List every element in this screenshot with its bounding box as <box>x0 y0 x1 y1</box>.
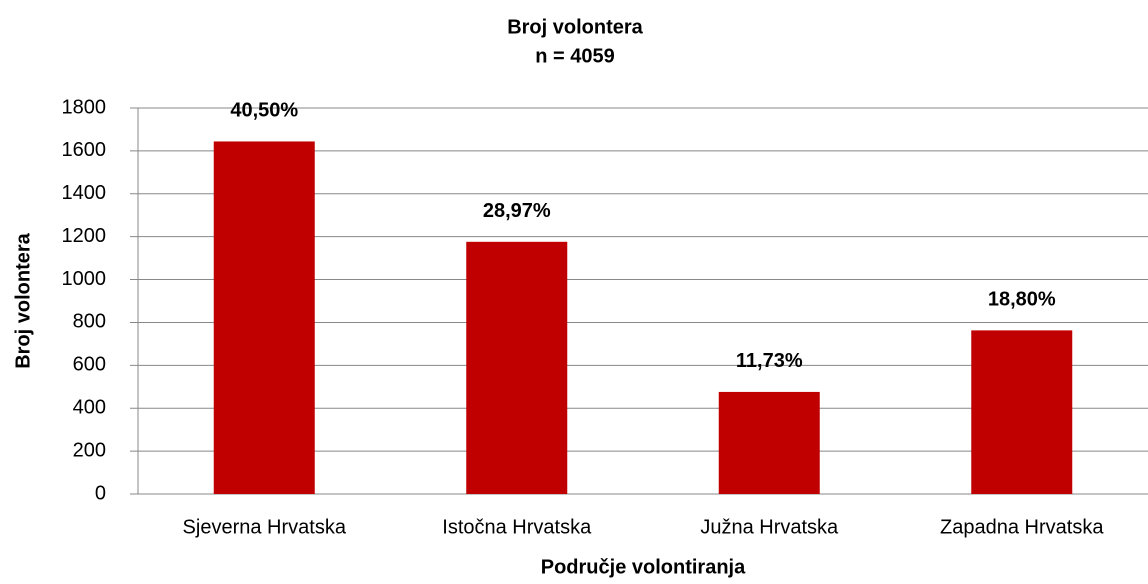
x-tick-label: Južna Hrvatska <box>700 516 839 538</box>
data-label: 28,97% <box>483 200 551 222</box>
x-tick-label: Zapadna Hrvatska <box>940 516 1104 538</box>
bar <box>213 141 315 494</box>
y-tick-label: 1200 <box>62 225 107 247</box>
data-label: 11,73% <box>736 350 803 372</box>
y-tick-label: 1400 <box>62 182 107 204</box>
y-tick-label: 1000 <box>62 268 107 290</box>
y-tick-label: 400 <box>73 397 106 419</box>
chart-subtitle: n = 4059 <box>535 45 615 67</box>
x-tick-label: Sjeverna Hrvatska <box>183 516 347 538</box>
y-tick-label: 200 <box>73 439 106 461</box>
bar <box>466 241 568 494</box>
y-tick-label: 1600 <box>62 139 107 161</box>
y-tick-label: 0 <box>95 482 106 504</box>
data-label: 18,80% <box>988 289 1056 311</box>
y-tick-label: 800 <box>73 311 106 333</box>
bar <box>971 330 1073 494</box>
bar <box>718 391 820 494</box>
x-tick-label: Istočna Hrvatska <box>442 516 592 538</box>
y-tick-label: 1800 <box>62 96 107 118</box>
data-label: 40,50% <box>230 100 298 122</box>
x-axis-label: Područje volontiranja <box>541 556 746 578</box>
y-axis-label: Broj volontera <box>12 232 34 368</box>
y-tick-label: 600 <box>73 354 106 376</box>
chart-title: Broj volontera <box>507 16 643 38</box>
